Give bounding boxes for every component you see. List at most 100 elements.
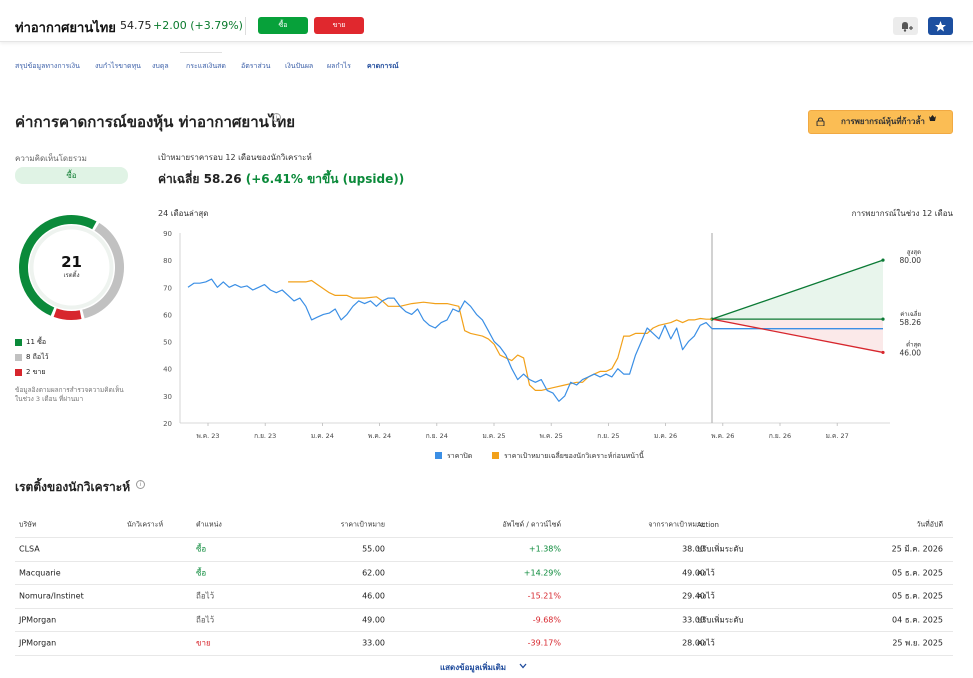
legend-hold-label: 8 ถือไว้ <box>26 353 49 361</box>
rating-count: 21 <box>61 253 82 271</box>
forecast-downside-area <box>712 319 883 353</box>
from-target-cell: 38.00 <box>682 544 705 554</box>
table-row: JPMorgan ขาย 33.00 -39.17% 28.00 คงไว้ 25 พ.ย.… <box>15 632 953 656</box>
x-tick-label: ก.ย. 24 <box>426 432 448 440</box>
from-target-cell: 33.00 <box>682 615 705 625</box>
action-cell: คงไว้ <box>697 591 715 601</box>
col-action[interactable]: Action <box>697 520 719 529</box>
tab-cash-flow[interactable]: กระแสเงินสด <box>186 62 226 70</box>
tab-income-statement[interactable]: งบกำไรขาดทุน <box>95 62 141 70</box>
col-from[interactable]: จากราคาเป้าหมาย <box>648 520 705 528</box>
target-cell: 55.00 <box>362 544 385 554</box>
x-tick-label: ม.ค. 24 <box>311 432 334 440</box>
closing-price-line <box>187 278 713 402</box>
y-tick-label: 40 <box>163 366 172 374</box>
donut-segment-hold <box>82 222 124 319</box>
firm-cell: Nomura/Instinet <box>19 591 84 601</box>
col-analyst[interactable]: นักวิเคราะห์ <box>127 520 164 528</box>
rating-cell: ซื้อ <box>196 568 207 578</box>
add-alert-button[interactable] <box>893 17 918 35</box>
target-cell: 62.00 <box>362 568 385 578</box>
forecast-low-value: 46.00 <box>900 348 922 357</box>
legend-swatch-buy <box>15 339 22 346</box>
watchlist-button[interactable] <box>928 17 953 35</box>
x-tick-label: ม.ค. 25 <box>482 432 505 440</box>
col-firm[interactable]: บริษัท <box>19 520 37 528</box>
col-date[interactable]: วันที่อัปดี <box>916 520 943 528</box>
y-tick-label: 50 <box>163 339 172 347</box>
legend-hold: 8 ถือไว้ <box>15 352 49 363</box>
star-icon <box>935 21 946 32</box>
legend-label: ราคาปิด <box>447 452 472 460</box>
from-target-cell: 49.00 <box>682 568 705 578</box>
sell-button[interactable]: ขาย <box>314 17 364 34</box>
forecast-low-label: ต่ำสุด <box>906 340 921 348</box>
y-tick-label: 20 <box>163 420 172 428</box>
date-cell: 04 ธ.ค. 2025 <box>892 615 943 625</box>
stock-price: 54.75 <box>120 19 152 32</box>
info-icon[interactable]: i <box>272 113 281 122</box>
period-past-label: 24 เดือนล่าสุด <box>158 209 209 218</box>
consensus-note: ข้อมูลอิงตามผลการสำรวจความคิดเห็นในช่วง … <box>15 386 124 403</box>
show-more-link[interactable]: แสดงข้อมูลเพิ่มเติม <box>440 663 507 672</box>
forecast-high-line <box>711 259 884 320</box>
legend-swatch-sell <box>15 369 22 376</box>
updown-cell: +14.29% <box>523 568 561 578</box>
tab-forecast[interactable]: คาดการณ์ <box>367 62 399 70</box>
firm-cell: JPMorgan <box>19 615 57 625</box>
firm-cell: JPMorgan <box>19 638 57 648</box>
y-tick-label: 30 <box>163 393 172 401</box>
buy-button[interactable]: ซื้อ <box>258 17 308 34</box>
ratings-table: บริษัท นักวิเคราะห์ ตำแหน่ง ราคาเป้าหมาย… <box>15 512 953 656</box>
legend-swatch <box>435 452 442 459</box>
nav-indicator <box>180 52 222 53</box>
col-target[interactable]: ราคาเป้าหมาย <box>340 520 385 528</box>
target-cell: 46.00 <box>362 591 385 601</box>
y-tick-label: 60 <box>163 311 172 319</box>
target-label: เป้าหมายราคารอบ 12 เดือนของนักวิเคราะห์ <box>158 153 312 162</box>
rating-cell: ขาย <box>196 638 211 648</box>
table-row: JPMorgan ถือไว้ 49.00 -9.68% 33.00 ปรับเพิ่มร… <box>15 609 953 632</box>
forecast-high-point <box>881 258 885 262</box>
forecast-low-line <box>711 318 884 354</box>
col-updown[interactable]: อัพไซด์ / ดาวน์ไซด์ <box>502 520 561 528</box>
from-target-cell: 28.00 <box>682 638 705 648</box>
forecast-high-value: 80.00 <box>900 256 922 265</box>
legend-swatch-hold <box>15 354 22 361</box>
forecast-average-label: ค่าเฉลี่ย <box>900 310 921 318</box>
x-tick-label: พ.ค. 23 <box>196 432 219 440</box>
tab-earnings[interactable]: ผลกำไร <box>327 62 351 70</box>
tab-balance-sheet[interactable]: งบดุล <box>152 62 169 70</box>
col-rating[interactable]: ตำแหน่ง <box>196 520 222 528</box>
consensus-label: ความคิดเห็นโดยรวม <box>15 154 87 163</box>
x-tick-label: ก.ย. 25 <box>597 432 619 440</box>
chevron-down-icon[interactable] <box>519 663 527 669</box>
table-row: Macquarie ซื้อ 62.00 +14.29% 49.00 คงไว้ 05 ธ.… <box>15 562 953 585</box>
action-cell: คงไว้ <box>697 568 715 578</box>
x-tick-label: ม.ค. 27 <box>826 432 849 440</box>
updown-cell: -9.68% <box>532 615 561 625</box>
date-cell: 05 ธ.ค. 2025 <box>892 591 943 601</box>
forecast-average-point <box>881 317 885 321</box>
premium-forecast-button[interactable]: การพยากรณ์หุ้นที่ก้าวล้ำ <box>808 110 953 134</box>
lock-icon <box>816 117 825 126</box>
tab-financial-summary[interactable]: สรุปข้อมูลทางการเงิน <box>15 62 80 70</box>
consensus-badge: ซื้อ <box>15 167 128 184</box>
updown-cell: +1.38% <box>528 544 561 554</box>
info-icon[interactable]: i <box>136 480 145 489</box>
top-bar: ท่าอากาศยานไทย 54.75 +2.00 (+3.79%) ซื้อ… <box>0 0 973 42</box>
legend-swatch <box>492 452 499 459</box>
tab-dividends[interactable]: เงินปันผล <box>285 62 314 70</box>
average-upside: (+6.41% ขาขึ้น (upside)) <box>245 172 405 186</box>
updown-cell: -39.17% <box>527 638 561 648</box>
legend-sell: 2 ขาย <box>15 367 46 378</box>
firm-cell: Macquarie <box>19 568 61 578</box>
x-tick-label: ม.ค. 26 <box>654 432 677 440</box>
average-target-value: ค่าเฉลี่ย 58.26 <box>158 172 242 186</box>
updown-cell: -15.21% <box>527 591 561 601</box>
tab-ratios[interactable]: อัตราส่วน <box>241 62 271 70</box>
x-tick-label: ก.ย. 26 <box>769 432 791 440</box>
previous-target-line <box>288 279 712 391</box>
y-tick-label: 90 <box>163 230 172 238</box>
forecast-low-point <box>881 350 885 355</box>
